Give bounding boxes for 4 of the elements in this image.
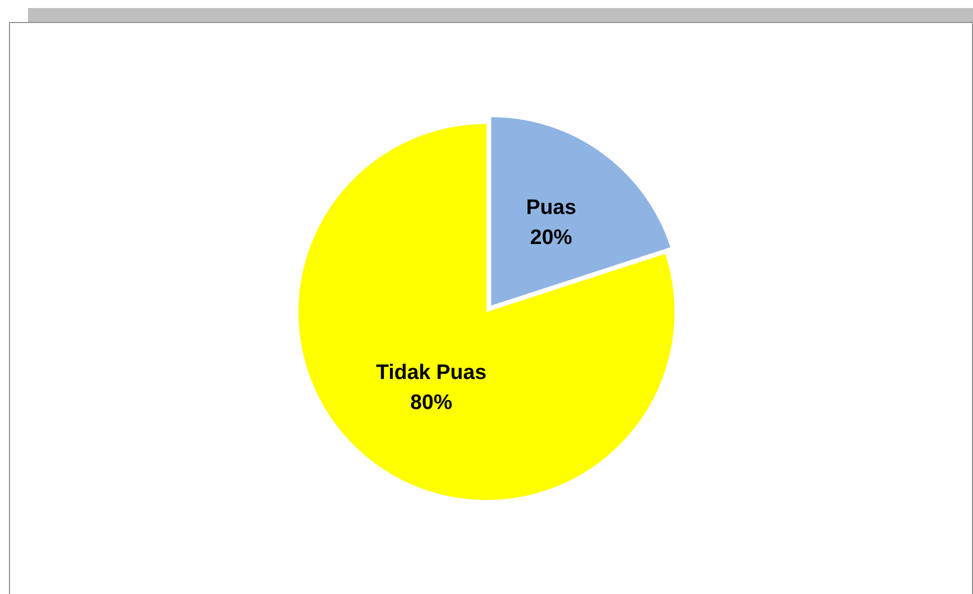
data-label: 80%	[410, 390, 453, 414]
data-label: 20%	[530, 226, 572, 249]
slice-label: Tidak Puas	[376, 360, 486, 384]
slice-label: Puas	[526, 196, 576, 219]
